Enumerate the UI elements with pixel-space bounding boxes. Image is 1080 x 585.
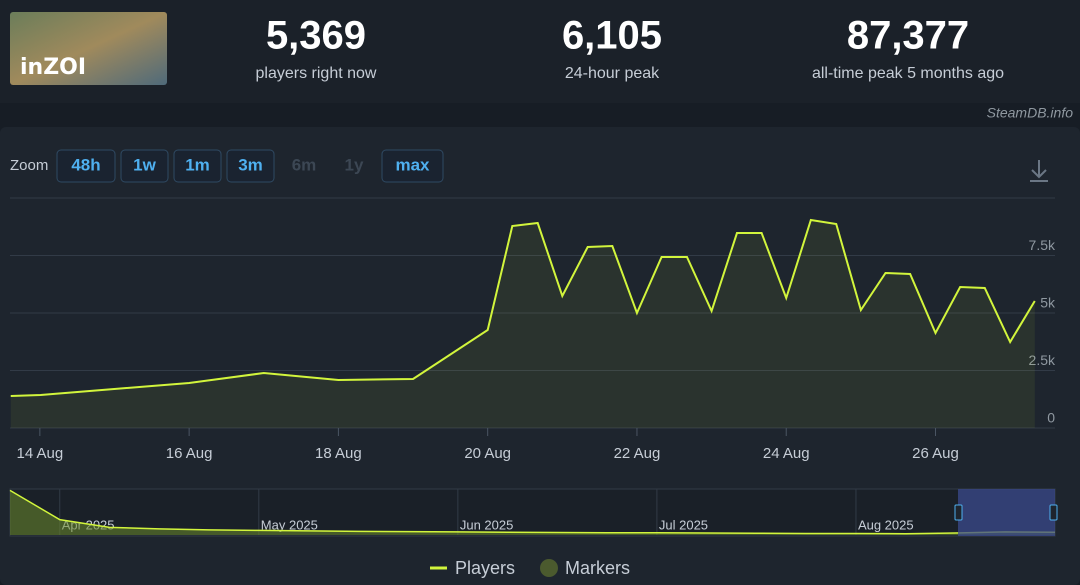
navigator-frame bbox=[9, 488, 1056, 537]
navigator-handle[interactable] bbox=[954, 504, 963, 521]
series-line bbox=[10, 218, 1036, 398]
logo-text: inZOI bbox=[20, 55, 86, 80]
zoom-label: Zoom bbox=[10, 157, 48, 174]
navigator-line bbox=[9, 489, 1056, 535]
legend-swatch bbox=[540, 559, 558, 577]
zoom-button-label[interactable]: 1w bbox=[133, 155, 156, 174]
stat-label: players right now bbox=[256, 65, 377, 82]
stat-value: 5,369 bbox=[266, 14, 366, 58]
x-tick-label: 20 Aug bbox=[464, 445, 511, 462]
download-icon[interactable] bbox=[1030, 160, 1048, 182]
navigator-area bbox=[10, 490, 1055, 535]
zoom-buttons: 48h 1w 1m 3m 6m 1y max bbox=[56, 149, 444, 183]
y-tick-label: 5k bbox=[1040, 295, 1056, 311]
zoom-button-label: 1y bbox=[345, 155, 364, 174]
legend: Players Markers bbox=[430, 558, 630, 578]
x-tick-label: 14 Aug bbox=[16, 445, 63, 462]
zoom-button[interactable] bbox=[173, 149, 222, 183]
chart-panel bbox=[0, 127, 1080, 585]
x-tick-label: 18 Aug bbox=[315, 445, 362, 462]
zoom-button-label[interactable]: max bbox=[395, 155, 430, 174]
download-icon-arrow bbox=[1031, 169, 1047, 179]
legend-label[interactable]: Markers bbox=[565, 558, 630, 578]
x-tick-label: 16 Aug bbox=[166, 445, 213, 462]
zoom-button[interactable] bbox=[120, 149, 169, 183]
stat-label: all-time peak 5 months ago bbox=[812, 65, 1004, 82]
navigator-handle[interactable] bbox=[1049, 504, 1058, 521]
zoom-button-label[interactable]: 3m bbox=[238, 155, 263, 174]
header-bar bbox=[0, 0, 1080, 103]
navigator-label: Jul 2025 bbox=[659, 517, 708, 532]
navigator-label: May 2025 bbox=[261, 517, 318, 532]
legend-label[interactable]: Players bbox=[455, 558, 515, 578]
stat-value: 87,377 bbox=[847, 14, 969, 58]
stat-label: 24-hour peak bbox=[565, 65, 660, 82]
y-tick-label: 2.5k bbox=[1029, 352, 1056, 368]
y-tick-label: 7.5k bbox=[1029, 237, 1056, 253]
source-credit[interactable]: SteamDB.info bbox=[987, 105, 1074, 121]
series-area bbox=[10, 220, 1035, 428]
navigator-selection[interactable] bbox=[958, 489, 1055, 536]
x-tick-label: 24 Aug bbox=[763, 445, 810, 462]
x-tick-label: 22 Aug bbox=[614, 445, 661, 462]
zoom-button[interactable] bbox=[381, 149, 444, 183]
zoom-button-label[interactable]: 48h bbox=[71, 155, 100, 174]
zoom-button-label: 6m bbox=[292, 155, 317, 174]
x-tick-label: 26 Aug bbox=[912, 445, 959, 462]
navigator-label: Jun 2025 bbox=[460, 517, 514, 532]
game-logo[interactable] bbox=[10, 12, 167, 85]
zoom-button[interactable] bbox=[56, 149, 116, 183]
main-chart: 0 2.5k 5k 7.5k 14 Aug 16 Aug 18 Aug 20 Aug 22 Au… bbox=[10, 218, 1056, 462]
navigator-label: Aug 2025 bbox=[858, 517, 914, 532]
y-tick-label: 0 bbox=[1047, 410, 1055, 426]
zoom-button[interactable] bbox=[226, 149, 275, 183]
zoom-button-label[interactable]: 1m bbox=[185, 155, 210, 174]
stat-value: 6,105 bbox=[562, 14, 662, 58]
